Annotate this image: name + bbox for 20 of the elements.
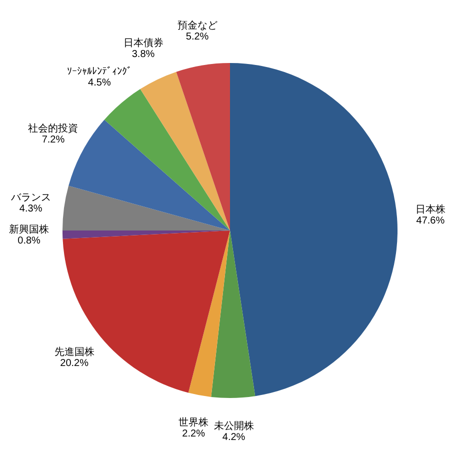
slice-label: 未公開株 — [214, 420, 254, 432]
slice-label: 社会的投資 — [28, 122, 78, 135]
data-label: 3.8% — [132, 48, 155, 60]
data-label: 0.8% — [18, 236, 41, 247]
slice-label: ｿｰｼｬﾙﾚﾝﾃﾞｨﾝｸﾞ — [66, 65, 132, 78]
slice-label: 預金など — [177, 20, 218, 32]
data-label: 47.6% — [416, 215, 445, 226]
data-label: 4.3% — [19, 203, 42, 214]
slice-label: 新興国株 — [9, 224, 50, 236]
data-label: 2.2% — [182, 428, 206, 440]
slice-label: 日本債券 — [123, 36, 164, 49]
data-label: 7.2% — [42, 134, 65, 146]
data-label: 20.2% — [60, 358, 89, 369]
data-label: 4.2% — [222, 432, 246, 443]
slice-label: 先進国株 — [54, 346, 94, 358]
slice-label: 日本株 — [415, 203, 446, 216]
data-label: 4.5% — [88, 77, 111, 88]
slice-label: 世界株 — [178, 416, 209, 429]
data-label: 5.2% — [186, 32, 209, 43]
slice-label: バランス — [10, 192, 51, 204]
